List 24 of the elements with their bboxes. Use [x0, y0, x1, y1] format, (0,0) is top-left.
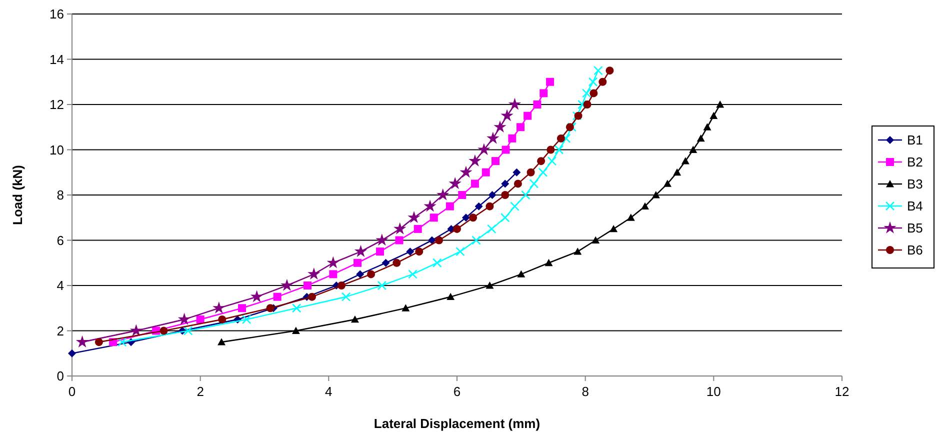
y-tick-label: 8	[56, 188, 64, 203]
y-tick-label: 2	[56, 323, 64, 338]
x-tick-label: 12	[834, 384, 850, 399]
legend-label: B6	[907, 242, 923, 258]
legend-label: B4	[907, 198, 923, 214]
x-tick-label: 2	[196, 384, 204, 399]
y-axis-title: Load (kN)	[10, 165, 25, 225]
legend-label: B5	[907, 220, 923, 236]
y-tick-label: 0	[56, 368, 64, 384]
x-tick-label: 8	[582, 384, 589, 399]
legend-label: B1	[907, 132, 923, 148]
x-axis-title: Lateral Displacement (mm)	[374, 416, 540, 431]
y-tick-label: 10	[50, 142, 64, 158]
legend-label: B3	[907, 176, 923, 192]
y-tick-label: 14	[50, 52, 64, 67]
x-tick-label: 10	[706, 384, 721, 399]
y-tick-label: 6	[56, 232, 64, 248]
y-tick-label: 16	[50, 6, 64, 22]
y-tick-label: 12	[50, 97, 64, 112]
x-tick-label: 0	[68, 384, 76, 399]
x-tick-label: 4	[325, 384, 332, 399]
x-tick-label: 6	[453, 384, 461, 399]
y-tick-label: 4	[56, 278, 64, 294]
legend-label: B2	[907, 154, 923, 170]
